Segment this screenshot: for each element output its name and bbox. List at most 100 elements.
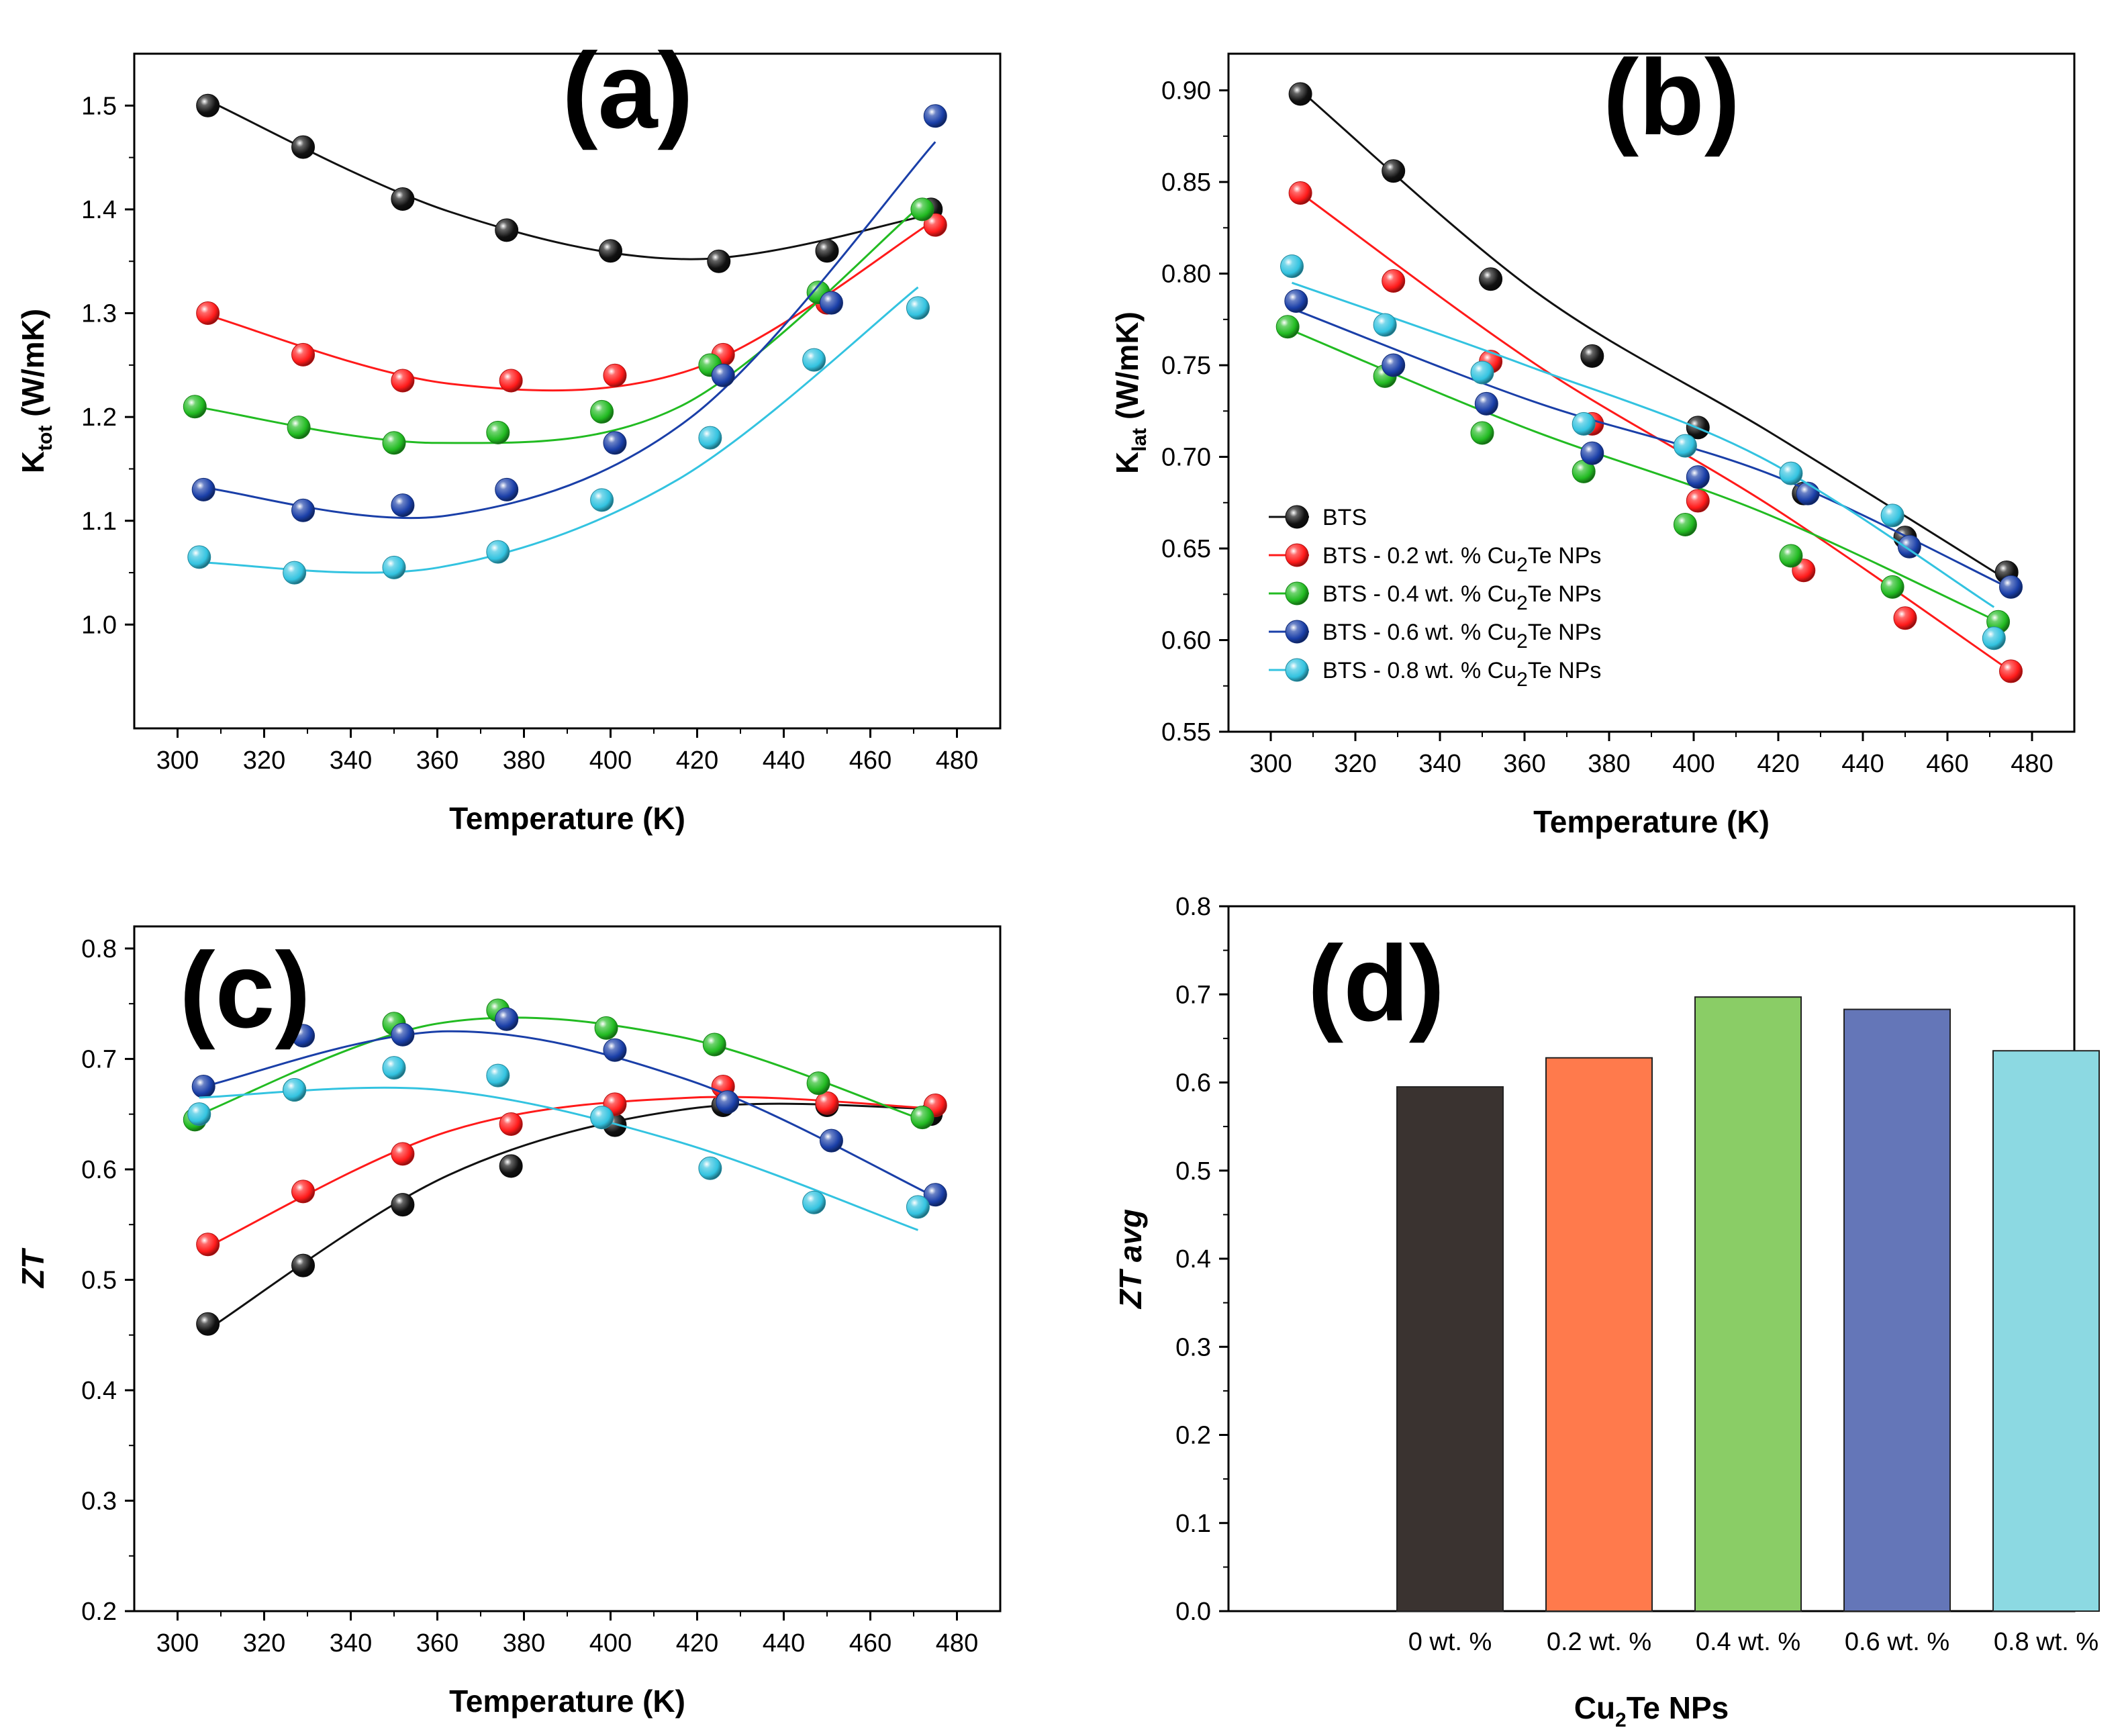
data-point [802,348,826,372]
x-axis-title-main: Cu [1574,1690,1615,1725]
y-tick-label: 0.2 [81,1598,117,1626]
data-point [1572,412,1596,436]
legend: BTS BTS - 0.2 wt. % Cu2Te NPs BTS - 0.4 wt… [1269,505,1601,691]
y-axis-title-rest: (W/mK) [1110,311,1145,428]
data-point [391,1142,415,1166]
data-point [391,1193,415,1217]
series-4 [1280,254,2006,650]
y-tick-label: 0.4 [1175,1245,1211,1273]
legend-label-sub: 2 [1516,630,1528,653]
y-axis-title-main: ZT [15,1247,50,1289]
y-tick-label: 0.90 [1161,77,1211,105]
x-tick-label: 340 [1418,750,1461,778]
bar [1992,1050,2100,1612]
data-point [495,218,519,242]
series-3 [1284,289,2023,599]
bar [1396,1086,1504,1612]
y-tick-label: 0.60 [1161,627,1211,655]
data-point [382,555,406,579]
y-tick-label: 0.4 [81,1377,117,1405]
data-point [499,1112,523,1136]
x-tick-label: 300 [156,1629,199,1657]
series-0 [196,93,943,273]
fit-curve [1300,89,2007,581]
y-tick-label: 0.8 [1175,893,1211,921]
y-tick-label: 0.80 [1161,260,1211,289]
legend-marker [1285,620,1309,644]
data-point [1288,181,1312,205]
x-axis-title-sub: 2 [1615,1709,1627,1731]
panel-label: (a) [562,30,693,150]
y-tick-label: 0.5 [1175,1157,1211,1186]
x-tick-label: 420 [676,1629,718,1657]
data-point [1897,534,1921,559]
y-tick-label: 0.8 [81,935,117,963]
data-point [910,197,934,222]
data-point [590,399,614,424]
data-point [187,1102,211,1126]
data-point [815,239,839,263]
data-point [802,1190,826,1214]
x-tick-label: 460 [849,746,891,775]
fit-curve [195,203,923,444]
data-point [1280,254,1304,279]
data-point [1470,421,1494,445]
data-point [287,416,311,440]
y-tick-label: 1.5 [81,92,117,120]
x-tick-label: 320 [1334,750,1376,778]
data-point [283,561,307,585]
data-point [499,1154,523,1178]
panel-label: (b) [1603,37,1740,157]
fit-curve [1292,281,1995,608]
data-point [1470,360,1494,385]
x-tick-label: 400 [589,746,632,775]
legend-entry: BTS - 0.2 wt. % Cu2Te NPs [1269,543,1601,576]
legend-marker [1285,505,1309,529]
legend-label: BTS - 0.6 wt. % Cu2Te NPs [1322,620,1601,653]
data-point [391,1022,415,1047]
series-3 [191,104,947,522]
y-axis-title-rest: (W/mK) [15,309,50,426]
y-tick-label: 0.6 [1175,1069,1211,1098]
data-point [1686,489,1710,513]
x-tick-label: 440 [763,746,805,775]
data-point [1382,353,1406,377]
legend-entry: BTS [1269,505,1367,530]
x-tick-label: 320 [243,1629,285,1657]
data-point [1580,344,1604,368]
panel-label: (c) [179,930,311,1050]
data-point [291,135,316,159]
data-point [283,1077,307,1102]
data-point [486,540,510,564]
data-point [923,1183,947,1207]
data-point [1474,391,1498,416]
x-tick-label: 380 [503,746,545,775]
legend-marker [1285,658,1309,682]
data-point [1880,575,1904,599]
legend-entry: BTS - 0.4 wt. % Cu2Te NPs [1269,581,1601,614]
legend-label-main: BTS - 0.2 wt. % Cu [1322,543,1516,569]
y-axis-title: Klat (W/mK) [1110,311,1151,474]
x-tick-label: 340 [330,1629,372,1657]
y-tick-label: 0.75 [1161,352,1211,380]
data-point [603,431,627,455]
x-tick-label: 420 [676,746,718,775]
x-axis-title: Temperature (K) [1533,804,1770,839]
data-point [1673,434,1697,458]
data-point [291,1253,316,1277]
data-point [906,296,930,320]
series-2 [183,197,934,455]
data-point [923,213,947,237]
fit-curve [203,141,936,520]
data-point [707,249,731,273]
data-point [196,1233,220,1257]
panel-c: 0.2 0.3 0.4 0.5 0.6 0.7 0.8 300 320 340 360 380 400 4… [15,925,1002,1719]
x-tick-label: 380 [503,1629,545,1657]
fit-curve [199,286,919,574]
data-point [1999,659,2023,683]
y-tick-label: 0.0 [1175,1598,1211,1626]
data-point [291,1179,316,1204]
data-point [495,477,519,501]
y-tick-label: 0.1 [1175,1510,1211,1538]
